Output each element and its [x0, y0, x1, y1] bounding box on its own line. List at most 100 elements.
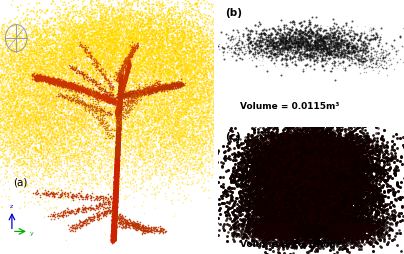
Point — [254, 204, 260, 208]
Point — [21, 75, 27, 79]
Point — [156, 41, 163, 45]
Point — [302, 196, 308, 200]
Point — [323, 132, 330, 136]
Point — [185, 151, 191, 155]
Point — [135, 149, 141, 153]
Point — [278, 231, 284, 235]
Point — [171, 84, 178, 88]
Point — [43, 65, 50, 69]
Point — [125, 28, 131, 32]
Point — [114, 128, 120, 132]
Point — [212, 56, 219, 60]
Point — [112, 174, 118, 178]
Point — [360, 152, 367, 156]
Point — [78, 71, 84, 75]
Point — [194, 76, 200, 80]
Point — [293, 185, 299, 189]
Point — [310, 170, 316, 174]
Point — [284, 161, 291, 165]
Point — [297, 128, 303, 132]
Point — [277, 207, 284, 211]
Point — [161, 119, 168, 123]
Point — [71, 223, 78, 227]
Point — [322, 163, 328, 167]
Point — [315, 228, 321, 232]
Point — [116, 1, 122, 5]
Point — [216, 51, 223, 55]
Point — [285, 159, 292, 163]
Point — [267, 176, 274, 180]
Point — [268, 192, 274, 196]
Point — [245, 180, 252, 184]
Point — [293, 177, 300, 181]
Point — [174, 146, 181, 150]
Point — [153, 31, 160, 35]
Point — [277, 161, 284, 165]
Point — [99, 108, 106, 113]
Point — [10, 97, 17, 101]
Point — [336, 226, 342, 230]
Point — [135, 108, 141, 112]
Point — [288, 164, 294, 168]
Point — [20, 73, 27, 77]
Point — [307, 130, 314, 134]
Point — [114, 177, 120, 181]
Point — [113, 194, 119, 198]
Point — [185, 101, 191, 105]
Point — [194, 150, 200, 154]
Point — [173, 144, 180, 148]
Point — [326, 227, 333, 231]
Point — [115, 156, 122, 160]
Point — [250, 153, 257, 157]
Point — [69, 47, 75, 51]
Point — [63, 214, 69, 218]
Point — [349, 129, 356, 133]
Point — [47, 80, 54, 84]
Point — [163, 18, 169, 22]
Point — [310, 139, 316, 143]
Point — [321, 195, 328, 199]
Point — [199, 120, 206, 124]
Point — [279, 189, 285, 193]
Point — [196, 123, 203, 128]
Point — [319, 172, 325, 177]
Point — [266, 135, 272, 139]
Point — [118, 88, 124, 92]
Point — [312, 218, 319, 222]
Point — [305, 180, 311, 184]
Point — [102, 209, 109, 213]
Point — [270, 149, 276, 153]
Point — [65, 98, 72, 102]
Point — [375, 227, 382, 231]
Point — [111, 220, 117, 225]
Point — [124, 124, 131, 128]
Point — [306, 142, 312, 146]
Point — [59, 37, 65, 41]
Point — [270, 148, 276, 152]
Point — [131, 79, 137, 83]
Point — [323, 209, 330, 213]
Point — [281, 167, 287, 171]
Point — [164, 52, 171, 56]
Point — [118, 76, 125, 81]
Point — [62, 117, 69, 121]
Point — [304, 159, 310, 163]
Point — [99, 174, 106, 178]
Point — [335, 138, 341, 142]
Point — [119, 91, 125, 96]
Point — [98, 149, 105, 153]
Point — [332, 172, 338, 176]
Point — [214, 102, 221, 106]
Point — [170, 40, 176, 44]
Point — [2, 35, 8, 39]
Point — [282, 214, 288, 218]
Point — [284, 193, 291, 197]
Point — [341, 182, 347, 186]
Point — [297, 193, 303, 197]
Point — [135, 91, 142, 95]
Point — [297, 157, 303, 161]
Point — [259, 172, 265, 176]
Point — [165, 30, 172, 34]
Point — [312, 149, 319, 153]
Point — [150, 18, 156, 22]
